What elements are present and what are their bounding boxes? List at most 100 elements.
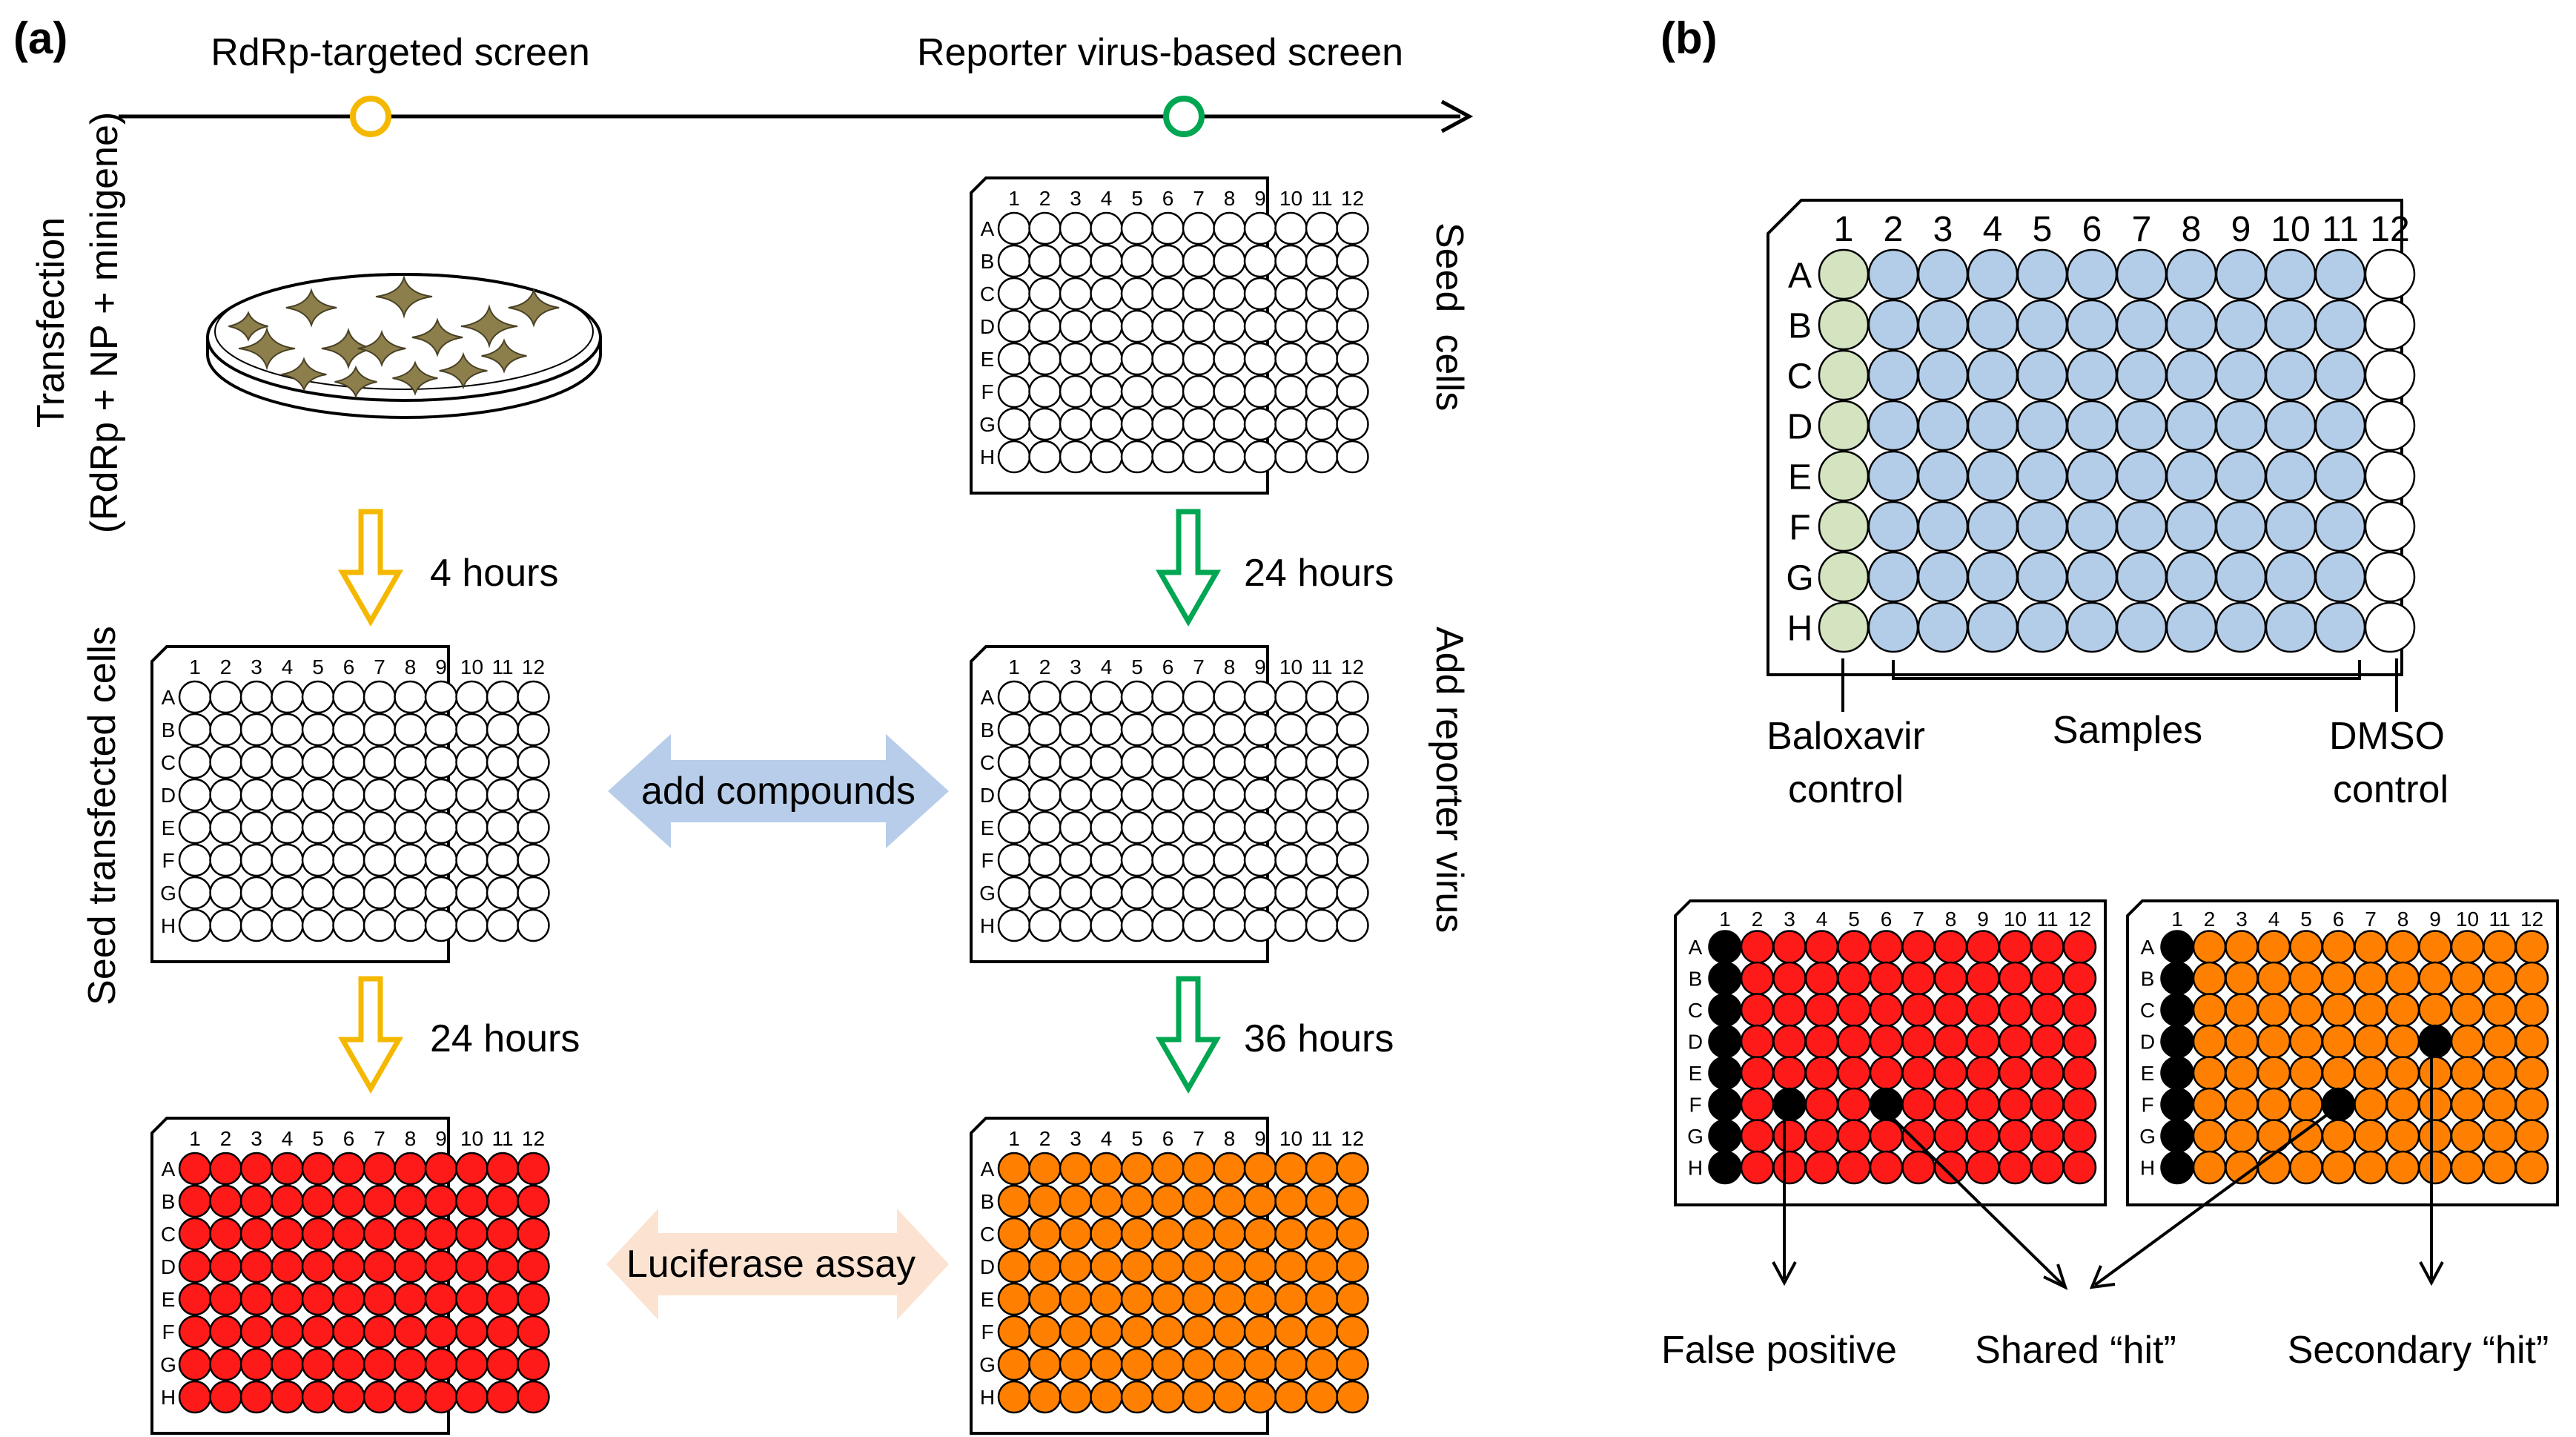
plate-well xyxy=(394,1217,427,1251)
plate-well xyxy=(1274,374,1308,409)
plate-row-label: C xyxy=(161,751,176,774)
plate-well xyxy=(1120,374,1154,409)
plate-well xyxy=(1869,1056,1904,1090)
plate-well xyxy=(271,1152,304,1186)
plate-well xyxy=(394,713,427,747)
plate-well xyxy=(997,843,1031,877)
plate-well xyxy=(1213,1152,1246,1186)
plate-row-label: B xyxy=(1788,306,1812,346)
plate-well xyxy=(424,1315,458,1349)
cell xyxy=(411,317,463,357)
plate-well xyxy=(1151,309,1185,343)
plate-well xyxy=(271,1282,304,1316)
plate-well xyxy=(1028,843,1062,877)
plate-well xyxy=(1028,1282,1062,1316)
plate-well xyxy=(1837,961,1871,996)
plate-well xyxy=(997,1315,1031,1349)
plate-well xyxy=(239,1282,274,1316)
plate-well xyxy=(486,778,520,812)
plate-column-label: 1 xyxy=(189,655,201,678)
dmso-label: DMSO xyxy=(2329,715,2445,758)
plate-well xyxy=(1059,1217,1093,1251)
plate-well xyxy=(1120,1249,1154,1284)
add-compounds-label: add compounds xyxy=(641,770,915,813)
plate-well xyxy=(1028,778,1062,812)
plate-well xyxy=(1305,876,1339,910)
plate-row-label: B xyxy=(981,250,995,273)
plate-well xyxy=(209,1152,242,1186)
plate-well xyxy=(1869,930,1904,964)
plate-row-label: D xyxy=(161,1255,176,1278)
plate-well xyxy=(1336,1315,1369,1349)
plate-row-label: C xyxy=(980,751,995,774)
plate-well xyxy=(1708,1150,1742,1185)
plate-column-label: 2 xyxy=(220,1127,232,1150)
plate-well xyxy=(394,876,427,910)
plate-well xyxy=(1901,993,1936,1027)
plate-well xyxy=(2116,450,2168,502)
plate-well xyxy=(2514,1024,2549,1059)
plate-well xyxy=(486,1217,520,1251)
plate-row-label: D xyxy=(2140,1031,2155,1054)
plate-well xyxy=(1182,1217,1216,1251)
plate-well xyxy=(271,713,304,747)
plate-well xyxy=(301,810,335,845)
plate-well xyxy=(997,876,1031,910)
plate-well xyxy=(2192,930,2227,964)
plate-well xyxy=(332,1347,365,1381)
plate-column-label: 1 xyxy=(2171,908,2183,931)
plate-well xyxy=(997,810,1031,845)
plate-well xyxy=(1151,342,1185,376)
plate-well xyxy=(1901,961,1936,996)
plate-well xyxy=(239,1249,274,1284)
plate-well xyxy=(394,745,427,779)
plate-well xyxy=(1772,1087,1807,1122)
plate-column-label: 1 xyxy=(189,1127,201,1150)
plate-well xyxy=(2062,961,2097,996)
plate-well xyxy=(239,1347,274,1381)
plate-well xyxy=(1120,1184,1154,1218)
plate-well xyxy=(2364,450,2416,502)
plate-well xyxy=(1336,1152,1369,1186)
plate-well xyxy=(2257,1150,2291,1185)
plate-row-label: H xyxy=(2140,1157,2155,1180)
plate-well xyxy=(1151,745,1185,779)
plate-well xyxy=(1059,810,1093,845)
plate-well xyxy=(1837,1087,1871,1122)
plate-well xyxy=(2354,930,2388,964)
plate-column-label: 9 xyxy=(435,1127,447,1150)
plate-well xyxy=(1028,211,1062,245)
plate-row-label: A xyxy=(981,686,995,709)
dmso-sublabel: control xyxy=(2333,768,2448,811)
plate-well xyxy=(1213,277,1246,311)
plate-well xyxy=(332,745,365,779)
plate-well xyxy=(1213,1315,1246,1349)
plate-well xyxy=(2364,349,2416,401)
plate-well xyxy=(1151,713,1185,747)
plate-well xyxy=(2257,961,2291,996)
plate-well xyxy=(1213,908,1246,942)
plate-well xyxy=(1090,211,1123,245)
plate-well xyxy=(2225,1024,2259,1059)
plate-well xyxy=(997,1152,1031,1186)
plate-well xyxy=(2321,993,2356,1027)
plate-well xyxy=(2165,551,2217,603)
plate-well xyxy=(1120,810,1154,845)
plate-well xyxy=(2116,551,2168,603)
plate-well xyxy=(1967,248,2019,300)
plate-well xyxy=(362,1152,397,1186)
plate-well xyxy=(2030,1087,2065,1122)
plate-well xyxy=(1028,277,1062,311)
plate-well xyxy=(1243,1184,1277,1218)
plate-well xyxy=(1967,349,2019,401)
plate-column-label: 9 xyxy=(1254,1127,1266,1150)
plate-row-label: B xyxy=(162,1190,176,1213)
plate-well xyxy=(1028,244,1062,278)
plate-column-label: 5 xyxy=(1848,908,1860,931)
plate-well xyxy=(1818,248,1870,300)
plate-well xyxy=(209,810,242,845)
plate-column-label: 6 xyxy=(1162,1127,1174,1150)
plate-column-label: 8 xyxy=(2182,210,2202,249)
plate-well xyxy=(2165,299,2217,351)
plate-well xyxy=(1120,244,1154,278)
